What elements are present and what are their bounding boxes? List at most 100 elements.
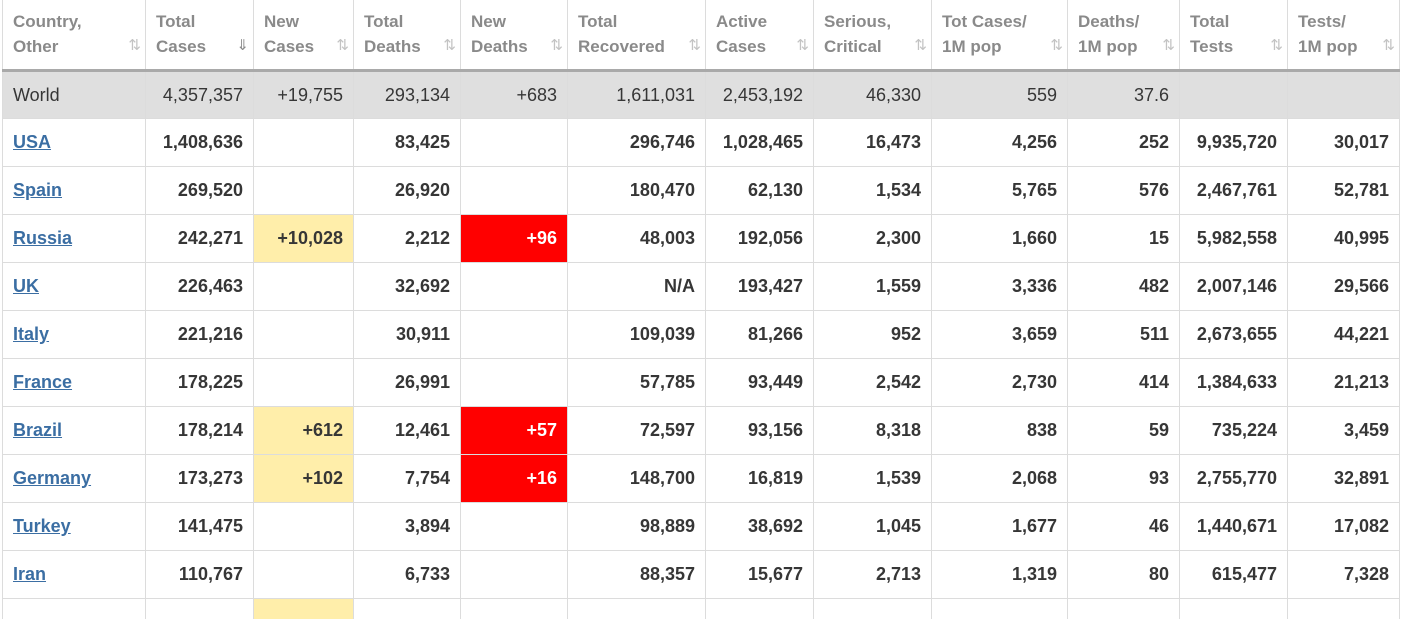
total-tests-cell: 1,440,671: [1179, 502, 1288, 551]
sort-icon[interactable]: ⇅: [688, 37, 701, 54]
country-link[interactable]: Russia: [13, 228, 73, 248]
new-cases-cell: [253, 262, 354, 311]
sort-icon[interactable]: ⇅: [550, 37, 563, 54]
empty-cell: [460, 598, 568, 619]
country-link[interactable]: Iran: [13, 564, 47, 584]
total-tests-cell: 2,467,761: [1179, 166, 1288, 215]
header-new-cases[interactable]: New Cases ⇅: [253, 0, 354, 72]
serious-critical-cell: 1,045: [813, 502, 932, 551]
tests-per-1m-cell: 3,459: [1287, 406, 1400, 455]
active-cases-cell: 15,677: [705, 550, 814, 599]
new-cases-cell: +19,755: [253, 70, 354, 119]
new-deaths-cell: +57: [460, 406, 568, 455]
header-total-cases[interactable]: Total Cases ⇓: [145, 0, 254, 72]
serious-critical-cell: 1,559: [813, 262, 932, 311]
header-country[interactable]: Country, Other ⇅: [2, 0, 146, 72]
deaths-per-1m-cell: 511: [1067, 310, 1180, 359]
serious-critical-cell: 2,542: [813, 358, 932, 407]
empty-cell: [705, 598, 814, 619]
header-deaths-per-1m[interactable]: Deaths/1M pop ⇅: [1067, 0, 1180, 72]
sort-icon[interactable]: ⇅: [1270, 37, 1283, 54]
serious-critical-cell: 952: [813, 310, 932, 359]
total-recovered-cell: 88,357: [567, 550, 706, 599]
country-link[interactable]: UK: [13, 276, 39, 296]
total-tests-cell: 735,224: [1179, 406, 1288, 455]
total-cases-cell: 141,475: [145, 502, 254, 551]
table-body: World 4,357,357 +19,755 293,134 +683 1,6…: [2, 70, 1400, 619]
sort-icon[interactable]: ⇅: [914, 37, 927, 54]
header-total-tests[interactable]: Total Tests ⇅: [1179, 0, 1288, 72]
country-cell: Brazil: [2, 406, 146, 455]
country-cell: Iran: [2, 550, 146, 599]
cases-per-1m-cell: 4,256: [931, 118, 1068, 167]
cases-per-1m-cell: 3,659: [931, 310, 1068, 359]
country-link[interactable]: Spain: [13, 180, 63, 200]
table-row: Russia 242,271 +10,028 2,212 +96 48,003 192,05…: [2, 214, 1400, 263]
country-link[interactable]: Turkey: [13, 516, 71, 536]
header-cases-per-1m[interactable]: Tot Cases/1M pop ⇅: [931, 0, 1068, 72]
header-serious-critical[interactable]: Serious, Critical ⇅: [813, 0, 932, 72]
cases-per-1m-cell: 559: [931, 70, 1068, 119]
tests-per-1m-cell: 17,082: [1287, 502, 1400, 551]
sort-desc-icon[interactable]: ⇓: [236, 37, 249, 54]
new-deaths-cell: [460, 550, 568, 599]
sort-icon[interactable]: ⇅: [443, 37, 456, 54]
total-deaths-cell: 32,692: [353, 262, 461, 311]
header-new-deaths[interactable]: New Deaths ⇅: [460, 0, 568, 72]
new-cases-cell: +612: [253, 406, 354, 455]
serious-critical-cell: 1,539: [813, 454, 932, 503]
table-row: Iran 110,767 6,733 88,357 15,677 2,713 1,319 80…: [2, 550, 1400, 599]
header-total-deaths[interactable]: Total Deaths ⇅: [353, 0, 461, 72]
new-cases-cell: [253, 118, 354, 167]
total-deaths-cell: 2,212: [353, 214, 461, 263]
table-row: Spain 269,520 26,920 180,470 62,130 1,534 5,76…: [2, 166, 1400, 215]
header-total-recovered[interactable]: Total Recovered ⇅: [567, 0, 706, 72]
total-cases-cell: 178,214: [145, 406, 254, 455]
sort-icon[interactable]: ⇅: [1162, 37, 1175, 54]
tests-per-1m-cell: 7,328: [1287, 550, 1400, 599]
new-deaths-cell: [460, 358, 568, 407]
table-row: Italy 221,216 30,911 109,039 81,266 952 3,659 5…: [2, 310, 1400, 359]
total-recovered-cell: 296,746: [567, 118, 706, 167]
total-cases-cell: 226,463: [145, 262, 254, 311]
total-cases-cell: 269,520: [145, 166, 254, 215]
sort-icon[interactable]: ⇅: [1050, 37, 1063, 54]
cases-per-1m-cell: 838: [931, 406, 1068, 455]
cases-per-1m-cell: 5,765: [931, 166, 1068, 215]
sort-icon[interactable]: ⇅: [128, 37, 141, 54]
country-link[interactable]: Italy: [13, 324, 50, 344]
deaths-per-1m-cell: 414: [1067, 358, 1180, 407]
sort-icon[interactable]: ⇅: [1382, 37, 1395, 54]
active-cases-cell: 62,130: [705, 166, 814, 215]
total-recovered-cell: 98,889: [567, 502, 706, 551]
new-cases-cell: +102: [253, 454, 354, 503]
deaths-per-1m-cell: 15: [1067, 214, 1180, 263]
deaths-per-1m-cell: 482: [1067, 262, 1180, 311]
table-row: Brazil 178,214 +612 12,461 +57 72,597 93,156 8,…: [2, 406, 1400, 455]
active-cases-cell: 193,427: [705, 262, 814, 311]
tests-per-1m-cell: 30,017: [1287, 118, 1400, 167]
active-cases-cell: 1,028,465: [705, 118, 814, 167]
new-deaths-cell: [460, 262, 568, 311]
world-row: World 4,357,357 +19,755 293,134 +683 1,6…: [2, 70, 1400, 119]
empty-cell: [1287, 598, 1400, 619]
total-recovered-cell: 1,611,031: [567, 70, 706, 119]
total-deaths-cell: 6,733: [353, 550, 461, 599]
header-tests-per-1m[interactable]: Tests/1M pop ⇅: [1287, 0, 1400, 72]
country-link[interactable]: Germany: [13, 468, 92, 488]
new-deaths-cell: [460, 310, 568, 359]
cases-per-1m-cell: 1,660: [931, 214, 1068, 263]
country-cell: Italy: [2, 310, 146, 359]
cases-per-1m-cell: 3,336: [931, 262, 1068, 311]
new-deaths-cell: [460, 502, 568, 551]
header-active-cases[interactable]: Active Cases ⇅: [705, 0, 814, 72]
tests-per-1m-cell: 29,566: [1287, 262, 1400, 311]
sort-icon[interactable]: ⇅: [796, 37, 809, 54]
total-deaths-cell: 26,991: [353, 358, 461, 407]
country-link[interactable]: Brazil: [13, 420, 63, 440]
sort-icon[interactable]: ⇅: [336, 37, 349, 54]
total-recovered-cell: 48,003: [567, 214, 706, 263]
country-link[interactable]: USA: [13, 132, 52, 152]
active-cases-cell: 192,056: [705, 214, 814, 263]
country-link[interactable]: France: [13, 372, 73, 392]
